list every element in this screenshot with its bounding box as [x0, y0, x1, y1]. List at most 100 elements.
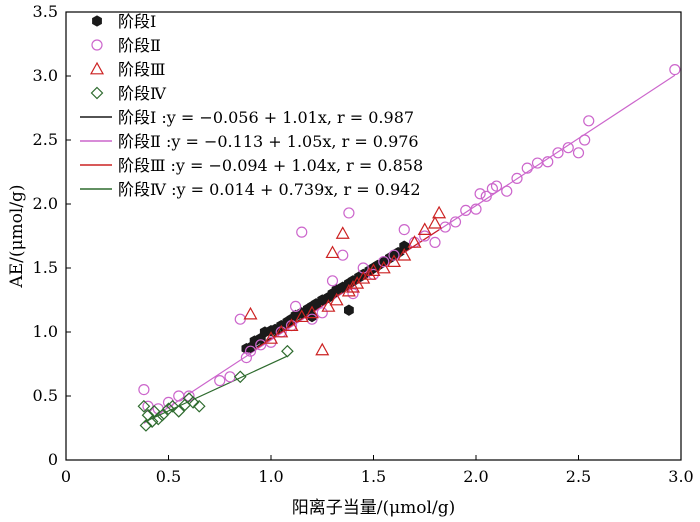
y-tick-label: 0.5: [33, 386, 58, 405]
legend-marker: [89, 61, 105, 75]
x-tick-label: 3.0: [668, 467, 693, 486]
data-point: [326, 275, 339, 287]
data-point: [362, 267, 377, 280]
data-point: [407, 235, 422, 248]
data-point: [376, 260, 391, 274]
data-point: [356, 271, 371, 284]
data-point: [386, 254, 402, 267]
x-tick-label: 1.5: [361, 467, 386, 486]
series-3: [243, 205, 447, 356]
fit-line-4: [143, 355, 288, 423]
legend-label: 阶段Ⅰ: [118, 12, 156, 31]
series-1: [241, 240, 410, 355]
legend-marker: [92, 15, 102, 27]
data-point: [419, 230, 431, 242]
data-point: [449, 216, 462, 228]
legend-label: 阶段Ⅲ: [118, 60, 165, 79]
data-point: [337, 249, 349, 261]
data-point: [397, 247, 412, 261]
data-point: [214, 375, 226, 387]
data-point: [562, 142, 574, 154]
data-point: [325, 245, 340, 259]
data-point: [156, 408, 169, 422]
y-tick-label: 1.5: [33, 258, 58, 277]
data-point: [304, 305, 320, 319]
legend-fit-label: 阶段Ⅳ :y = 0.014 + 0.739x, r = 0.942: [118, 180, 421, 199]
data-point: [284, 318, 299, 331]
x-tick-label: 0.5: [156, 467, 181, 486]
y-tick-label: 3.5: [33, 2, 58, 21]
y-tick-label: 3.0: [33, 66, 58, 85]
data-point: [470, 203, 482, 215]
data-point: [490, 180, 503, 192]
data-point: [511, 172, 523, 184]
y-tick-label: 2.5: [33, 130, 58, 149]
data-point: [192, 399, 206, 413]
data-point: [474, 188, 486, 200]
data-point: [329, 292, 344, 306]
data-point: [166, 399, 179, 413]
data-point: [552, 147, 564, 159]
plot-frame: [65, 11, 682, 461]
axes: 0 0.5 1.0 1.5 2.0 2.5 3.0 0 0.5 1.0 1.5 2.0 2.5 3.0 3.…: [33, 2, 694, 486]
data-point: [316, 307, 328, 319]
legend: 阶段Ⅰ 阶段Ⅱ 阶段Ⅲ 阶段Ⅳ 阶段Ⅰ :y = −0.056 + 1.01x, r =…: [80, 12, 423, 199]
data-point: [290, 300, 302, 312]
data-point: [145, 415, 159, 428]
legend-label: 阶段Ⅳ: [118, 84, 167, 103]
legend-fit-label: 阶段Ⅰ :y = −0.056 + 1.01x, r = 0.987: [118, 108, 414, 127]
data-point: [427, 215, 443, 229]
data-point: [579, 134, 591, 146]
data-point: [429, 236, 441, 248]
y-tick-label: 0: [48, 450, 58, 469]
data-point: [243, 306, 258, 320]
data-point: [669, 63, 681, 76]
data-point: [335, 226, 350, 239]
legend-label: 阶段Ⅱ: [118, 36, 161, 55]
x-tick-label: 2.5: [566, 467, 591, 486]
data-point: [480, 190, 492, 202]
data-point: [162, 396, 175, 408]
x-tick-label: 0: [61, 467, 71, 486]
data-point: [321, 299, 336, 312]
data-point: [172, 405, 186, 418]
data-point: [255, 339, 267, 351]
data-point: [439, 221, 451, 233]
series-4: [137, 344, 294, 432]
legend-marker: [91, 39, 103, 51]
data-point: [378, 256, 390, 268]
x-axis-label: 阳离子当量/(μmol/g): [292, 498, 455, 518]
data-point: [296, 226, 308, 238]
data-point: [186, 396, 200, 409]
data-point: [343, 304, 354, 316]
legend-fit-label: 阶段Ⅱ :y = −0.113 + 1.05x, r = 0.976: [118, 132, 419, 151]
fit-lines: [143, 74, 676, 424]
data-point: [501, 185, 513, 197]
data-point: [417, 222, 432, 235]
data-point: [345, 279, 361, 293]
data-point: [173, 390, 185, 402]
data-point: [388, 249, 400, 261]
y-axis-label: AE/(μmol/g): [7, 184, 27, 288]
data-point: [542, 156, 554, 168]
data-point: [263, 331, 279, 344]
data-point: [294, 309, 309, 323]
y-tick-label: 2.0: [33, 194, 58, 213]
data-point: [583, 115, 595, 127]
data-point: [281, 344, 294, 358]
data-point: [366, 263, 381, 276]
data-point: [398, 224, 410, 236]
data-point: [315, 342, 330, 356]
data-point: [162, 402, 175, 416]
data-point: [151, 412, 165, 426]
legend-marker: [90, 86, 104, 100]
data-points: [137, 63, 681, 432]
data-point: [572, 147, 585, 159]
data-point: [233, 370, 247, 384]
legend-fit-label: 阶段Ⅲ :y = −0.094 + 1.04x, r = 0.858: [118, 156, 423, 175]
data-point: [138, 384, 150, 396]
data-point: [274, 324, 289, 338]
data-point: [137, 399, 151, 413]
data-point: [399, 240, 410, 252]
